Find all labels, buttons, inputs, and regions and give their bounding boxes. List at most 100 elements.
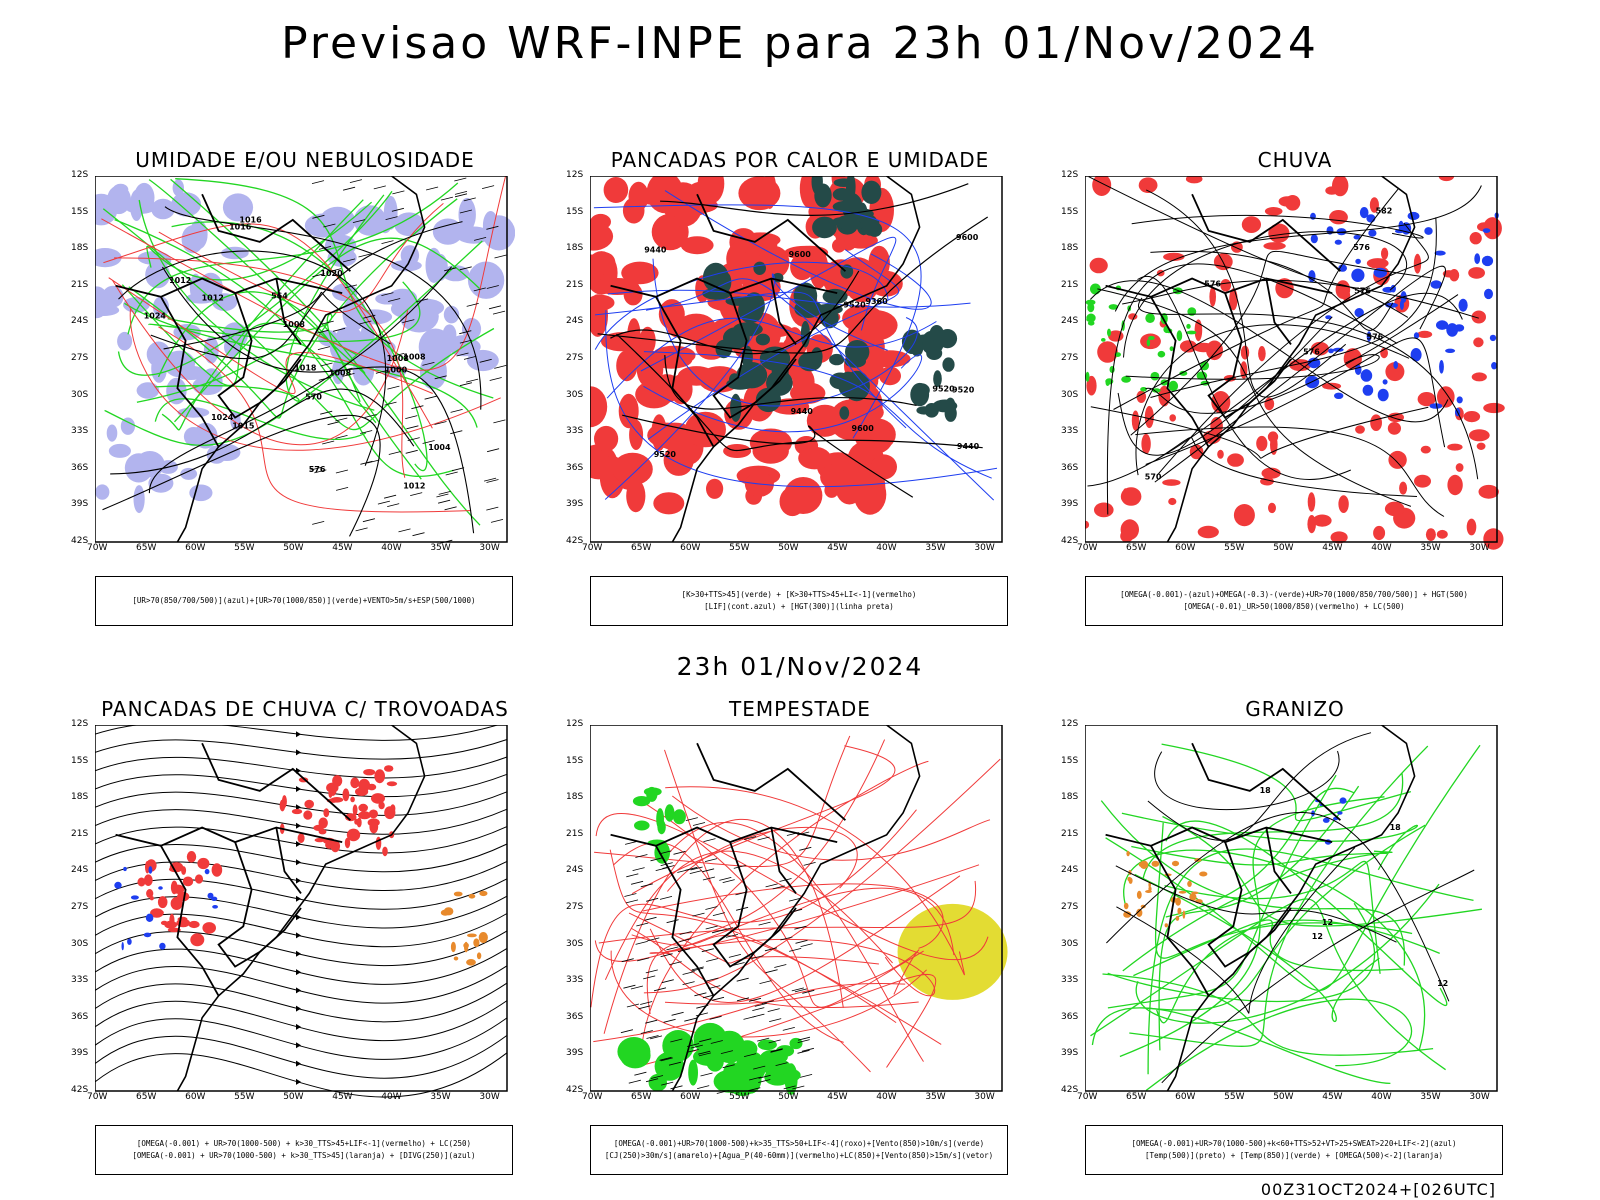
thunder-area-orange xyxy=(463,942,469,949)
convective-area-red xyxy=(590,254,605,284)
convective-area-red xyxy=(694,317,718,343)
wind-vector xyxy=(720,927,733,931)
divergence-area-blue xyxy=(130,895,139,900)
rain-area-red xyxy=(1138,177,1158,193)
rain-area-red xyxy=(1097,341,1118,363)
lat-tick-label: 15S xyxy=(1061,755,1079,766)
humidity-blob-blue xyxy=(418,328,453,366)
wind-vector xyxy=(800,943,813,947)
wind-vector xyxy=(799,846,812,851)
lif-contour-blue xyxy=(593,204,922,439)
humidity-contour-green xyxy=(124,302,478,428)
wind-vector xyxy=(653,987,667,992)
panel-title: CHUVA xyxy=(1257,148,1333,172)
wind-vector xyxy=(373,185,386,190)
humidity-blob-blue xyxy=(163,350,195,378)
temp500-contour xyxy=(1115,865,1397,943)
wind-vector xyxy=(659,1056,672,1061)
panel-legend: [OMEGA(-0.001)+UR>70(1000-500)+k>35_TTS>… xyxy=(590,1125,1008,1175)
streamline xyxy=(95,1034,508,1079)
wind-vector xyxy=(770,1048,783,1053)
wind-vector xyxy=(685,817,698,821)
wind-vector xyxy=(791,987,804,992)
country-border xyxy=(201,742,351,821)
omega-area-orange xyxy=(1126,850,1130,857)
wind-vector xyxy=(466,303,479,307)
thunder-area-red xyxy=(356,817,362,828)
omega-area-blue xyxy=(1484,288,1493,300)
rain-area-red xyxy=(1438,176,1455,182)
wind-vector xyxy=(381,240,394,244)
wind-vector xyxy=(426,186,439,191)
wind-vector xyxy=(624,893,637,897)
omega-area-blue xyxy=(1429,403,1443,409)
humidity-blob-blue xyxy=(120,417,135,435)
hgt-contour xyxy=(1088,176,1409,318)
hgt-contour xyxy=(597,216,989,354)
humidity-contour-green xyxy=(117,190,393,376)
temp500-contour xyxy=(1154,750,1340,811)
wind-vector xyxy=(702,876,715,881)
contour-label: 1015 xyxy=(232,421,255,430)
thunder-area-red xyxy=(190,933,205,947)
lif-contour-blue xyxy=(643,354,923,433)
rain-area-red xyxy=(1355,425,1365,434)
omega-area-blue xyxy=(1424,227,1433,235)
rain-area-red xyxy=(1387,422,1401,435)
wind-vector xyxy=(387,385,400,390)
wind-vector xyxy=(682,971,695,975)
contour-label: 1018 xyxy=(294,363,317,372)
wind-vector xyxy=(479,358,492,363)
convective-area-green xyxy=(861,180,882,204)
thunder-area-red xyxy=(386,781,398,787)
thunder-area-red xyxy=(303,810,313,820)
wind-vector xyxy=(412,532,425,537)
wind-vector xyxy=(645,1019,658,1024)
streamline-arrow xyxy=(296,969,301,976)
map-frame xyxy=(1085,176,1498,543)
rain-area-red xyxy=(1417,392,1436,407)
rain-area-red xyxy=(1211,391,1231,414)
rain-area-red xyxy=(1468,267,1485,279)
streamline xyxy=(95,756,508,779)
wind-vector xyxy=(463,197,476,202)
temp850-contour-green xyxy=(1134,873,1380,1023)
country-border xyxy=(610,277,838,298)
country-border xyxy=(696,742,846,821)
wind-vector xyxy=(486,479,499,483)
country-border xyxy=(1191,742,1341,821)
wind-vector xyxy=(751,955,764,959)
hgt-contour xyxy=(1122,279,1479,319)
hgt-contour xyxy=(1156,222,1429,476)
pressure-contour xyxy=(164,206,482,410)
wind-vector xyxy=(402,319,415,323)
wind-vector xyxy=(630,985,643,990)
wind-vector xyxy=(422,362,435,366)
lon-tick-label: 55W xyxy=(729,543,750,553)
humidity-contour-green xyxy=(114,218,454,477)
streamline xyxy=(95,895,508,929)
rain-area-red xyxy=(1241,216,1261,233)
panel-legend: [OMEGA(-0.001) + UR>70(1000-500) + k>30_… xyxy=(95,1125,513,1175)
rain-area-red xyxy=(1140,333,1161,350)
wind-vector xyxy=(342,373,355,377)
omega-area-green xyxy=(1179,370,1188,376)
lat-tick-label: 36S xyxy=(1061,1011,1079,1022)
wind-area-green xyxy=(713,1070,745,1093)
lat-tick-label: 18S xyxy=(566,243,584,254)
wind-area-green xyxy=(688,1059,698,1086)
wind-vector xyxy=(758,1074,771,1079)
omega-area-green xyxy=(1176,330,1183,342)
temp850-contour-green xyxy=(1091,1007,1391,1085)
wind-vector xyxy=(343,186,356,191)
humidity-contour-green xyxy=(136,342,377,424)
omega-area-orange xyxy=(1175,897,1181,906)
contour-label: 582 xyxy=(1376,207,1393,216)
rain-area-red xyxy=(1193,342,1215,353)
lat-tick-label: 39S xyxy=(566,1048,584,1059)
wind-vector xyxy=(362,518,375,523)
wind-vector xyxy=(486,506,499,511)
rain-area-red xyxy=(1471,310,1486,324)
wind-area-green xyxy=(634,820,650,831)
temp850-contour-green xyxy=(1121,812,1419,871)
